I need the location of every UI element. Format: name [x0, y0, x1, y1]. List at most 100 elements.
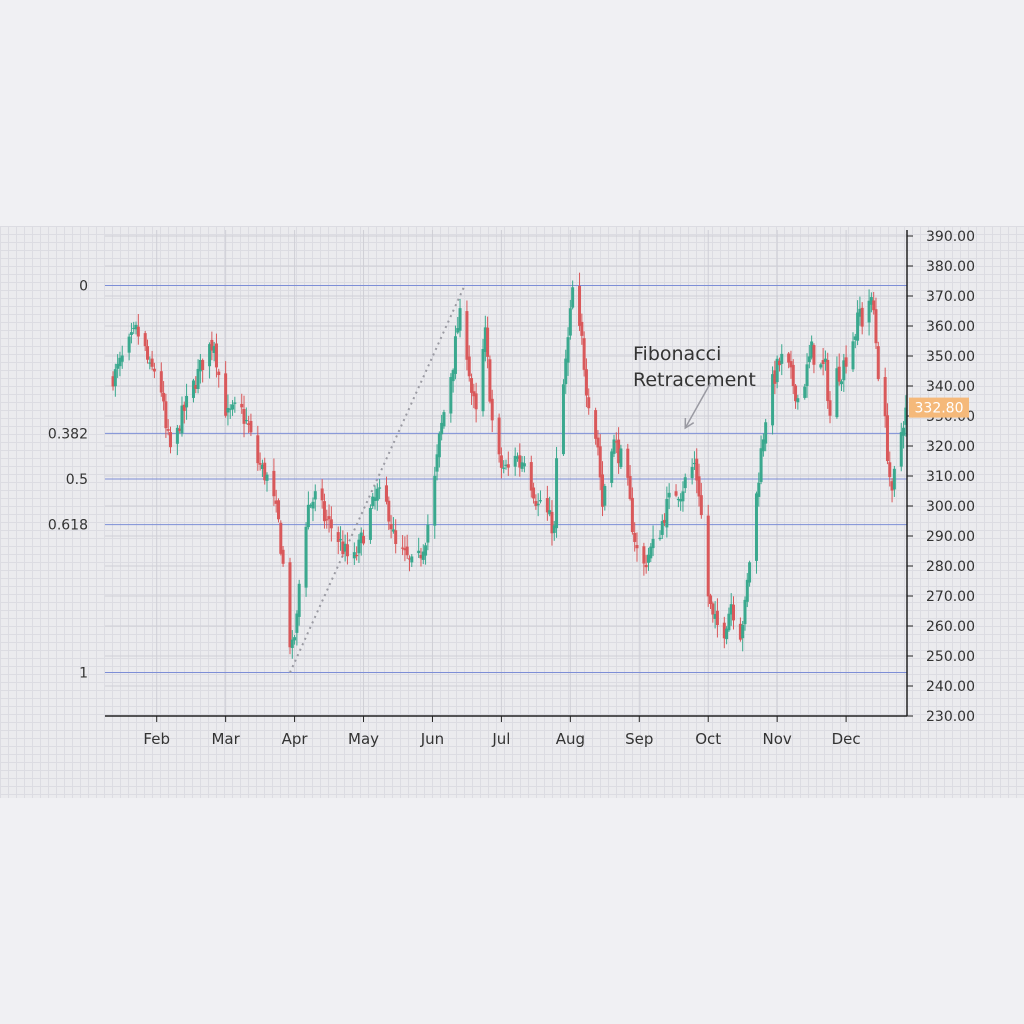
x-tick-label: Dec	[832, 730, 861, 748]
candle-body	[297, 583, 301, 617]
candle-body	[368, 507, 372, 540]
candle-body	[713, 614, 717, 619]
annotation: Fibonacci Retracement	[633, 343, 756, 430]
candle-body	[196, 368, 200, 389]
candle-body	[352, 552, 356, 559]
candle-body	[258, 463, 262, 465]
y-tick-label: 270.00	[926, 589, 975, 605]
candle-body	[658, 537, 662, 540]
candle-body	[295, 613, 299, 633]
candle-body	[240, 403, 244, 408]
annotation-arrow	[684, 382, 712, 429]
candle-body	[198, 359, 202, 372]
candle-body	[325, 519, 329, 521]
candle-body	[858, 308, 862, 317]
candle-body	[343, 543, 347, 552]
candle-body	[272, 470, 276, 497]
candle-body	[676, 498, 680, 501]
candle-body	[329, 519, 333, 529]
candle-body	[518, 455, 522, 468]
candle-body	[281, 549, 285, 564]
candle-body	[499, 455, 503, 468]
candle-body	[290, 639, 294, 648]
candle-body	[405, 546, 409, 556]
candle-body	[339, 539, 343, 541]
candle-body	[568, 308, 572, 336]
candle-body	[773, 370, 777, 384]
candle-body	[424, 545, 428, 556]
candle-body	[120, 355, 124, 362]
grid-lines	[105, 230, 907, 717]
y-tick-label: 320.00	[926, 439, 975, 455]
candle-body	[260, 464, 264, 469]
x-tick-label: Oct	[695, 730, 721, 748]
candle-body	[681, 491, 685, 502]
candle-body	[759, 448, 763, 482]
candle-body	[619, 448, 623, 468]
candle-body	[548, 510, 552, 515]
candle-body	[536, 503, 540, 506]
candle-body	[651, 538, 655, 549]
candle-body	[210, 339, 214, 351]
candle-body	[136, 326, 140, 337]
candle-body	[345, 544, 349, 557]
candle-body	[690, 467, 694, 479]
fib-level-label: 0.5	[66, 472, 88, 488]
candle-body	[578, 285, 582, 326]
y-tick-label: 340.00	[926, 379, 975, 395]
candle-body	[660, 521, 664, 535]
x-tick-label: May	[348, 730, 379, 748]
candle-body	[626, 448, 630, 478]
candle-body	[874, 309, 878, 344]
fib-level-label: 0	[79, 279, 88, 295]
candle-body	[630, 497, 634, 533]
candle-body	[697, 476, 701, 497]
candle-body	[410, 556, 414, 563]
candle-body	[467, 356, 471, 377]
candle-body	[288, 562, 292, 648]
candle-body	[217, 371, 221, 376]
candle-body	[564, 358, 568, 385]
candle-body	[883, 377, 887, 417]
candle-body	[440, 422, 444, 435]
candle-body	[679, 498, 683, 502]
candle-body	[807, 356, 811, 363]
candle-body	[474, 393, 478, 410]
candle-body	[821, 360, 825, 364]
fib-level-label: 0.382	[48, 426, 88, 442]
candle-body	[902, 427, 906, 436]
fibonacci-levels: 0 0.382 0.5 0.618 1	[48, 279, 907, 682]
candle-body	[389, 524, 393, 530]
candle-body	[212, 345, 216, 354]
candle-body	[805, 364, 809, 387]
candle-body	[587, 397, 591, 409]
candle-body	[823, 358, 827, 362]
candle-body	[566, 337, 570, 363]
candle-body	[228, 408, 232, 410]
candle-body	[596, 437, 600, 448]
candle-body	[899, 432, 903, 467]
candle-body	[534, 501, 538, 506]
candle-body	[185, 395, 189, 408]
candle-body	[490, 398, 494, 421]
y-tick-label: 290.00	[926, 529, 975, 545]
candle-body	[745, 579, 749, 602]
candle-body	[699, 495, 703, 516]
candle-body	[538, 500, 542, 502]
x-tick-label: Sep	[625, 730, 653, 748]
candle-body	[113, 369, 117, 387]
candle-body	[888, 462, 892, 478]
candle-body	[633, 532, 637, 542]
candle-body	[502, 467, 506, 469]
candle-body	[375, 488, 379, 501]
candle-body	[506, 464, 510, 468]
y-tick-label: 230.00	[926, 709, 975, 725]
candle-body	[433, 475, 437, 526]
candle-body	[164, 401, 168, 429]
candle-body	[529, 462, 533, 491]
annotation-arrowhead	[684, 417, 695, 430]
annotation-text: Retracement	[633, 369, 756, 391]
last-price-label: 332.80	[915, 401, 964, 417]
candle-body	[520, 462, 524, 469]
